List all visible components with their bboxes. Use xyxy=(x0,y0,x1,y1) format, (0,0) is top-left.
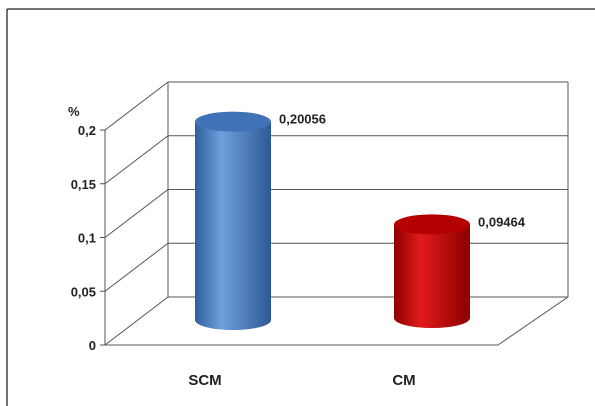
bars-layer xyxy=(195,111,470,331)
gridline-diagonal xyxy=(104,81,169,131)
y-tick-label: 0,2 xyxy=(78,123,96,138)
labels-layer: 0 0,05 0,1 0,15 0,2 0,20056 SCM 0,09464 CM xyxy=(71,112,526,389)
y-tick-label: 0,05 xyxy=(71,284,96,299)
bar-body xyxy=(394,224,470,328)
y-tick-label: 0,15 xyxy=(71,177,96,192)
bar-body xyxy=(195,121,271,331)
x-category-label: CM xyxy=(392,372,415,389)
floor-right-edge xyxy=(497,296,569,346)
data-label: 0,20056 xyxy=(279,112,326,127)
y-axis-unit-label: % xyxy=(68,104,80,119)
bar-scm xyxy=(195,111,271,331)
y-tick-label: 0 xyxy=(89,338,96,353)
gridline-diagonal xyxy=(104,135,169,185)
bar-top xyxy=(195,111,271,132)
bar-top xyxy=(394,214,470,235)
gridline-diagonal xyxy=(104,242,169,292)
y-tick-label: 0,1 xyxy=(78,231,96,246)
data-label: 0,09464 xyxy=(478,214,526,229)
gridline-diagonal xyxy=(104,296,169,346)
gridline-diagonal xyxy=(104,189,169,238)
bar-cm xyxy=(394,214,470,328)
x-category-label: SCM xyxy=(188,372,221,389)
